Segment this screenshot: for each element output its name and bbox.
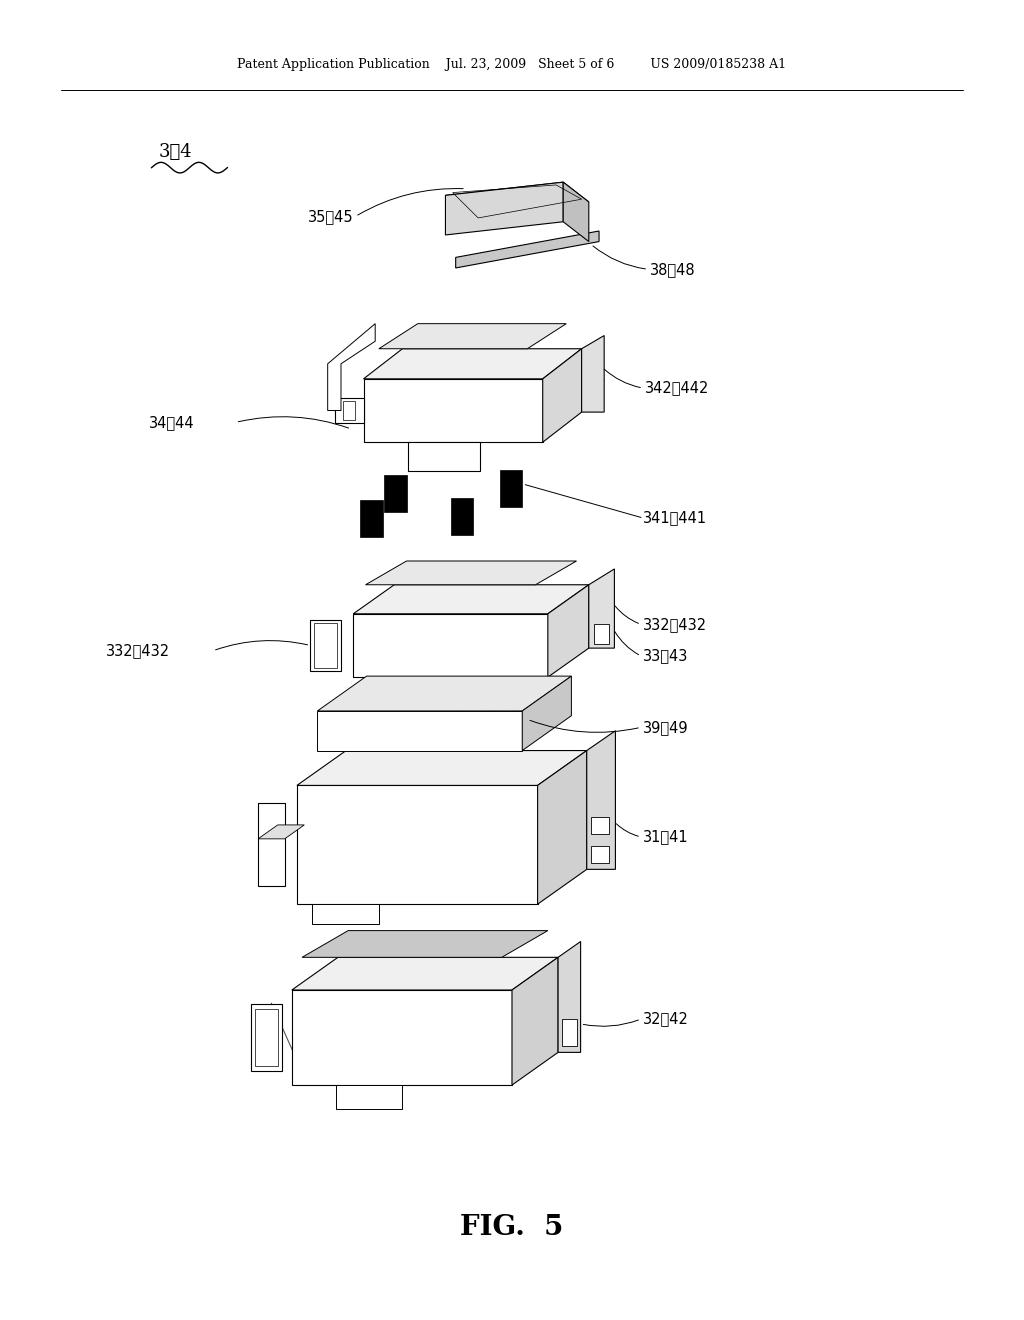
Text: 33、43: 33、43	[643, 648, 688, 664]
Text: 31、41: 31、41	[643, 829, 689, 845]
Polygon shape	[312, 904, 379, 924]
Polygon shape	[335, 397, 364, 424]
Polygon shape	[336, 1085, 401, 1109]
Polygon shape	[258, 825, 304, 840]
Polygon shape	[297, 751, 587, 785]
Polygon shape	[445, 182, 589, 215]
Polygon shape	[500, 470, 522, 507]
Polygon shape	[366, 561, 577, 585]
Polygon shape	[353, 614, 548, 677]
Polygon shape	[594, 624, 609, 644]
Polygon shape	[364, 379, 543, 442]
Polygon shape	[310, 620, 341, 671]
Polygon shape	[548, 585, 589, 677]
Text: 332、432: 332、432	[643, 616, 708, 632]
Polygon shape	[360, 500, 383, 537]
Polygon shape	[314, 623, 337, 668]
Polygon shape	[445, 182, 563, 235]
Polygon shape	[292, 990, 512, 1085]
Text: 3、4: 3、4	[159, 143, 193, 161]
Polygon shape	[522, 676, 571, 751]
Polygon shape	[409, 442, 480, 471]
Polygon shape	[364, 348, 582, 379]
Polygon shape	[456, 231, 599, 268]
Polygon shape	[562, 1019, 577, 1045]
Polygon shape	[317, 676, 571, 711]
Polygon shape	[255, 1008, 278, 1067]
Polygon shape	[328, 323, 375, 411]
Polygon shape	[353, 585, 589, 614]
Polygon shape	[302, 931, 548, 957]
Text: 35、45: 35、45	[307, 209, 353, 224]
Polygon shape	[317, 711, 522, 751]
Polygon shape	[292, 957, 558, 990]
Polygon shape	[379, 323, 566, 348]
Polygon shape	[512, 957, 558, 1085]
Text: 39、49: 39、49	[643, 719, 689, 735]
Polygon shape	[538, 751, 587, 904]
Text: Patent Application Publication    Jul. 23, 2009   Sheet 5 of 6         US 2009/0: Patent Application Publication Jul. 23, …	[238, 58, 786, 71]
Polygon shape	[343, 401, 355, 420]
Polygon shape	[451, 498, 473, 535]
Polygon shape	[582, 335, 604, 412]
Text: 342、442: 342、442	[645, 380, 710, 396]
Polygon shape	[589, 569, 614, 648]
Polygon shape	[384, 475, 407, 512]
Text: FIG.  5: FIG. 5	[461, 1214, 563, 1241]
Polygon shape	[563, 182, 589, 242]
Polygon shape	[468, 677, 504, 701]
Polygon shape	[401, 677, 438, 701]
Polygon shape	[587, 731, 615, 870]
Text: 341、441: 341、441	[643, 510, 708, 525]
Text: 34、44: 34、44	[148, 414, 195, 430]
Polygon shape	[543, 348, 582, 442]
Text: 32、42: 32、42	[643, 1011, 689, 1027]
Polygon shape	[558, 941, 581, 1052]
Polygon shape	[591, 846, 609, 863]
Text: 332、432: 332、432	[105, 643, 170, 659]
Polygon shape	[297, 785, 538, 904]
Polygon shape	[591, 817, 609, 834]
Text: 38、48: 38、48	[650, 261, 696, 277]
Polygon shape	[251, 1005, 282, 1071]
Polygon shape	[258, 803, 285, 887]
